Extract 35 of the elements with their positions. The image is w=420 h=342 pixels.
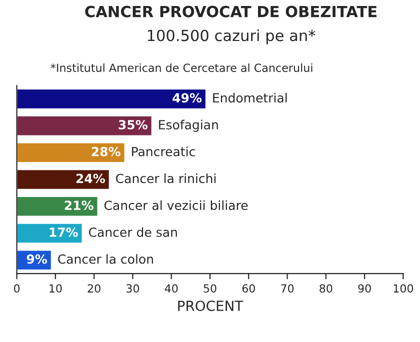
bar	[16, 115, 153, 137]
y-tick-label: Cancer la rinichi	[116, 174, 216, 184]
data-label: 17%	[50, 227, 78, 237]
x-tick-label: 0	[14, 284, 20, 293]
x-tick-label: 70	[281, 284, 294, 293]
data-label: 35%	[118, 120, 148, 130]
data-label: 24%	[76, 174, 105, 184]
y-tick-label: Esofagian	[159, 120, 218, 132]
bar	[16, 88, 207, 110]
bar	[16, 196, 99, 218]
y-tick-label: Cancer al vezicii biliare	[104, 200, 248, 210]
bar	[16, 142, 126, 164]
bar	[16, 168, 110, 190]
data-label: 9%	[26, 254, 48, 264]
x-tick-label: 40	[164, 284, 178, 293]
x-tick-label: 90	[358, 284, 371, 293]
y-tick-label: Cancer de san	[88, 227, 177, 237]
y-tick-label: Pancreatic	[132, 146, 195, 156]
x-tick-label: 10	[50, 284, 62, 293]
text: *Institutul American de Cercetare al Cancerului	[50, 63, 312, 72]
y-tick-label: Cancer la colon	[58, 254, 153, 264]
data-label: 21%	[64, 200, 94, 210]
chart-subtitle: 100.500 cazuri pe an*	[148, 29, 316, 44]
x-tick-label: 50	[204, 284, 216, 293]
chart-title: CANCER PROVOCAT DE OBEZITATE	[85, 6, 376, 18]
x-tick-label: 30	[126, 284, 140, 293]
y-tick-label: Endometrial	[213, 92, 287, 103]
x-axis-title: PROCENT	[178, 300, 244, 312]
bar	[16, 222, 84, 244]
x-tick-label: 80	[320, 284, 332, 293]
x-tick-label: 20	[88, 284, 100, 293]
x-tick-label: 60	[242, 284, 255, 293]
data-label: 49%	[172, 93, 202, 103]
x-tick-label: 100	[394, 284, 414, 293]
data-label: 28%	[92, 146, 120, 156]
